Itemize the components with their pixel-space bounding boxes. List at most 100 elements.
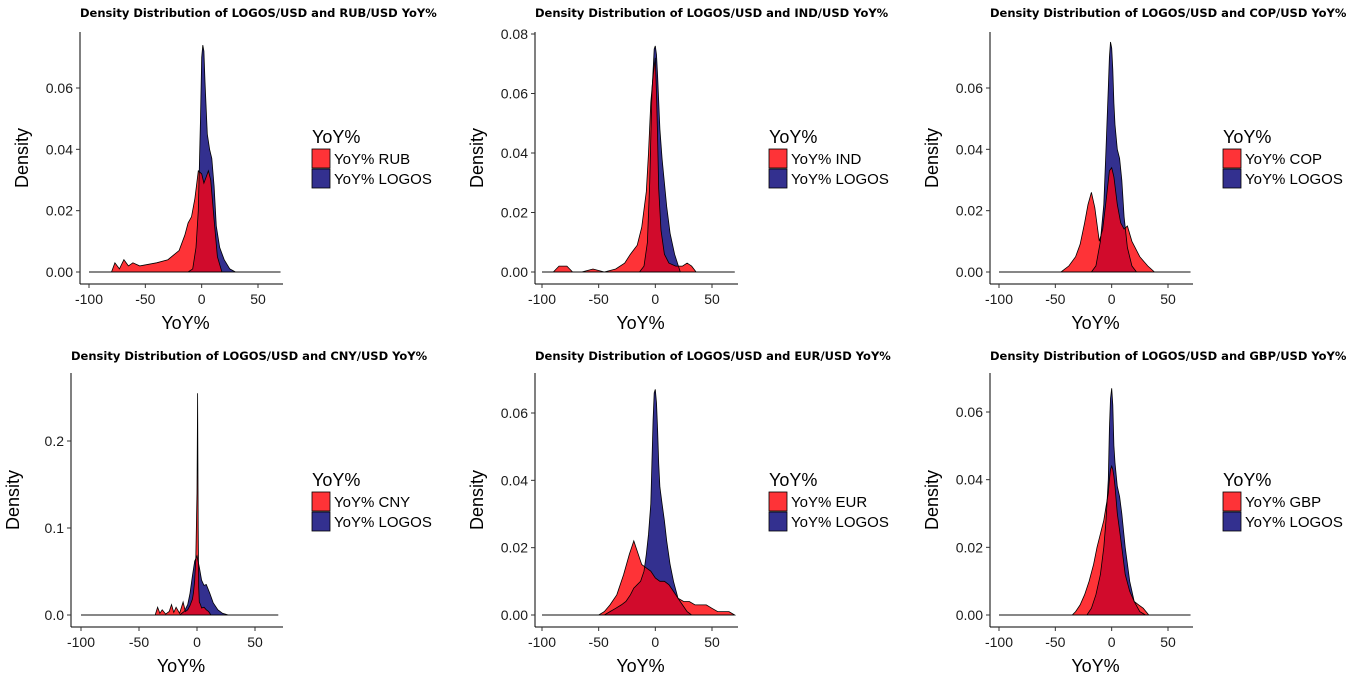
- legend: YoY% YoY% RUB YoY% LOGOS: [311, 127, 432, 189]
- series-outline: [999, 41, 1191, 273]
- y-tick-label: 0.00: [46, 264, 73, 280]
- panel-3: Density Distribution of LOGOS/USD and CO…: [922, 6, 1347, 333]
- panel-5: Density Distribution of LOGOS/USD and EU…: [467, 349, 891, 676]
- y-tick-label: 0.04: [956, 472, 983, 488]
- legend: YoY% YoY% COP YoY% LOGOS: [1222, 127, 1343, 189]
- legend-entry: YoY% LOGOS: [1245, 514, 1343, 531]
- y-tick-label: 0.08: [501, 26, 528, 42]
- chart-title: Density Distribution of LOGOS/USD and CO…: [990, 6, 1347, 20]
- y-axis-label: Density: [922, 128, 942, 188]
- x-tick-label: -50: [1045, 634, 1065, 650]
- series-outline: [999, 388, 1191, 616]
- y-tick-label: 0.04: [501, 472, 528, 488]
- y-tick-label: 0.02: [956, 203, 983, 219]
- panel-1: Density Distribution of LOGOS/USD and RU…: [12, 6, 437, 333]
- legend-swatch: [311, 148, 331, 169]
- legend-entry: YoY% LOGOS: [334, 171, 432, 188]
- legend-swatch: [311, 491, 331, 512]
- series-area-logos: [81, 555, 279, 615]
- legend-swatch: [768, 168, 788, 189]
- x-tick-label: -50: [135, 291, 155, 307]
- legend-title: YoY%: [769, 470, 817, 490]
- legend-entry: YoY% IND: [791, 151, 861, 168]
- x-tick-label: 0: [1108, 634, 1116, 650]
- legend-entry: YoY% EUR: [791, 494, 867, 511]
- y-tick-label: 0.00: [501, 264, 528, 280]
- series-outline: [81, 393, 279, 616]
- y-axis-label: Density: [12, 128, 32, 188]
- x-axis-label: YoY%: [616, 656, 664, 676]
- x-tick-label: 0: [1108, 291, 1116, 307]
- y-tick-label: 0.02: [956, 539, 983, 555]
- series-outline: [999, 166, 1191, 273]
- x-axis-label: YoY%: [157, 656, 205, 676]
- x-tick-label: 0: [193, 634, 201, 650]
- y-tick-label: 0.00: [501, 607, 528, 623]
- series-area-yoy-cny: [81, 393, 279, 615]
- legend-swatch: [311, 168, 331, 189]
- series-outline: [89, 169, 281, 273]
- legend: YoY% YoY% GBP YoY% LOGOS: [1222, 470, 1343, 532]
- series-area-yoy-cop: [999, 167, 1191, 272]
- series-area-logos: [542, 45, 735, 273]
- legend-entry: YoY% CNY: [334, 494, 410, 511]
- legend: YoY% YoY% CNY YoY% LOGOS: [311, 470, 432, 532]
- x-tick-label: -50: [129, 634, 149, 650]
- panel-6: Density Distribution of LOGOS/USD and GB…: [922, 349, 1347, 676]
- series-outline: [81, 554, 279, 616]
- legend-title: YoY%: [1223, 127, 1271, 147]
- x-tick-label: 50: [1160, 634, 1176, 650]
- y-axis-label: Density: [3, 470, 23, 530]
- chart-title: Density Distribution of LOGOS/USD and EU…: [535, 349, 891, 363]
- x-tick-label: 0: [651, 634, 659, 650]
- y-tick-label: 0.04: [46, 141, 73, 157]
- legend-title: YoY%: [312, 470, 360, 490]
- y-tick-label: 0.02: [46, 203, 73, 219]
- overlap-area: [81, 555, 279, 615]
- legend-entry: YoY% LOGOS: [334, 514, 432, 531]
- x-tick-label: 50: [704, 291, 720, 307]
- legend: YoY% YoY% EUR YoY% LOGOS: [768, 470, 889, 532]
- legend-swatch: [1222, 491, 1242, 512]
- series-outline: [542, 57, 735, 273]
- chart-title: Density Distribution of LOGOS/USD and IN…: [535, 6, 889, 20]
- legend-entry: YoY% LOGOS: [791, 171, 889, 188]
- series-outline: [542, 45, 735, 273]
- panel-4: Density Distribution of LOGOS/USD and CN…: [3, 349, 432, 676]
- series-area-yoy-gbp: [999, 466, 1191, 615]
- series-outline: [89, 45, 281, 273]
- y-tick-label: 0.00: [956, 607, 983, 623]
- x-tick-label: 0: [651, 291, 659, 307]
- x-tick-label: -100: [528, 291, 556, 307]
- chart-title: Density Distribution of LOGOS/USD and GB…: [990, 349, 1347, 363]
- y-tick-label: 0.04: [501, 145, 528, 161]
- x-tick-label: -100: [985, 291, 1013, 307]
- series-area-yoy-eur: [542, 540, 735, 615]
- y-tick-label: 0.06: [501, 86, 528, 102]
- legend-entry: YoY% COP: [1245, 151, 1322, 168]
- x-axis-label: YoY%: [616, 313, 664, 333]
- chart-title: Density Distribution of LOGOS/USD and RU…: [80, 6, 437, 20]
- legend-entry: YoY% GBP: [1245, 494, 1321, 511]
- legend-entry: YoY% LOGOS: [1245, 171, 1343, 188]
- x-tick-label: 50: [247, 634, 263, 650]
- x-tick-label: 0: [198, 291, 206, 307]
- series-outline: [999, 464, 1191, 616]
- x-tick-label: 50: [250, 291, 266, 307]
- legend-title: YoY%: [312, 127, 360, 147]
- x-axis-label: YoY%: [1071, 313, 1119, 333]
- y-tick-label: 0.06: [956, 80, 983, 96]
- legend-swatch: [768, 511, 788, 532]
- x-tick-label: -100: [67, 634, 95, 650]
- y-tick-label: 0.2: [45, 433, 65, 449]
- y-tick-label: 0.02: [501, 540, 528, 556]
- x-tick-label: -50: [589, 291, 609, 307]
- x-axis-label: YoY%: [161, 313, 209, 333]
- legend-swatch: [311, 511, 331, 532]
- legend-entry: YoY% LOGOS: [791, 514, 889, 531]
- panel-2: Density Distribution of LOGOS/USD and IN…: [467, 6, 889, 333]
- x-tick-label: -50: [1045, 291, 1065, 307]
- legend-entry: YoY% RUB: [334, 151, 410, 168]
- legend-title: YoY%: [769, 127, 817, 147]
